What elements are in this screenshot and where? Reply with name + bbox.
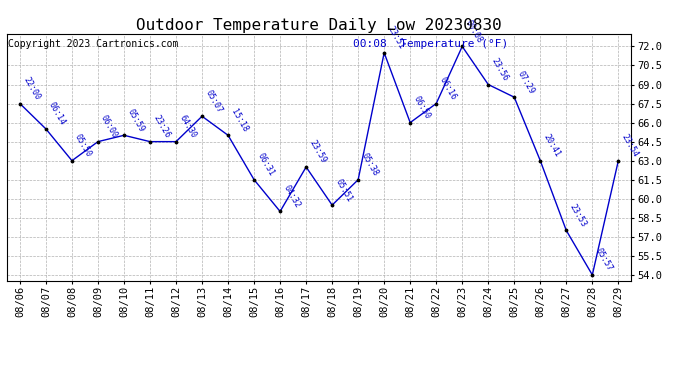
- Text: 05:51: 05:51: [333, 177, 354, 203]
- Text: 23:53: 23:53: [568, 202, 588, 229]
- Text: 23:56: 23:56: [489, 57, 510, 82]
- Text: 05:07: 05:07: [204, 88, 224, 114]
- Text: 05:57: 05:57: [593, 247, 614, 273]
- Title: Outdoor Temperature Daily Low 20230830: Outdoor Temperature Daily Low 20230830: [136, 18, 502, 33]
- Text: 64:30: 64:30: [177, 114, 197, 140]
- Text: 06:50: 06:50: [411, 94, 432, 121]
- Text: 00:08: 00:08: [464, 18, 484, 45]
- Text: 20:41: 20:41: [542, 133, 562, 159]
- Text: 23:59: 23:59: [308, 139, 328, 165]
- Text: 06:16: 06:16: [437, 75, 457, 102]
- Text: 23:51: 23:51: [386, 25, 406, 51]
- Text: 05:50: 05:50: [73, 133, 94, 159]
- Text: 00:08  Temperature (°F): 00:08 Temperature (°F): [353, 39, 509, 49]
- Text: 23:54: 23:54: [620, 133, 640, 159]
- Text: 05:59: 05:59: [126, 107, 146, 134]
- Text: 07:29: 07:29: [515, 69, 536, 95]
- Text: 22:00: 22:00: [21, 75, 41, 102]
- Text: 06:00: 06:00: [99, 114, 119, 140]
- Text: 04:32: 04:32: [282, 183, 302, 210]
- Text: 23:26: 23:26: [151, 114, 172, 140]
- Text: 05:38: 05:38: [359, 152, 380, 178]
- Text: 06:31: 06:31: [255, 152, 276, 178]
- Text: 15:18: 15:18: [229, 107, 250, 134]
- Text: 06:14: 06:14: [47, 101, 68, 127]
- Text: Copyright 2023 Cartronics.com: Copyright 2023 Cartronics.com: [8, 39, 179, 49]
